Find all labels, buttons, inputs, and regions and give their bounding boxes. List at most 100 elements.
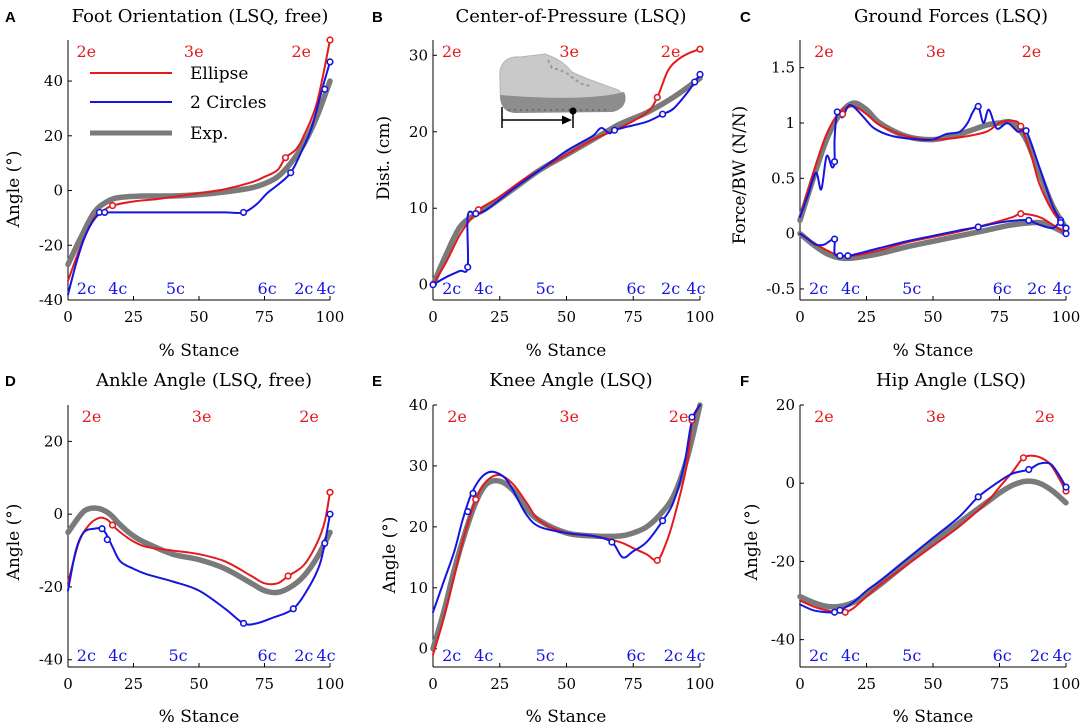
transition-marker bbox=[326, 58, 334, 66]
y-tick-label: 1.5 bbox=[771, 59, 795, 77]
transition-marker bbox=[469, 489, 477, 497]
panel-a: A Foot Orientation (LSQ, free) % Stance … bbox=[4, 6, 344, 361]
panel-f: F Hip Angle (LSQ) % Stance Angle (°) 0 25… bbox=[740, 370, 1080, 727]
y-tick-label: 0 bbox=[418, 276, 428, 294]
x-tick-label: 50 bbox=[923, 675, 942, 693]
phase-label-c: 5c bbox=[168, 646, 187, 665]
phase-label-c: 6c bbox=[258, 279, 277, 298]
transition-marker bbox=[464, 263, 472, 271]
transition-marker bbox=[281, 154, 290, 162]
x-tick-label: 75 bbox=[624, 675, 643, 693]
transition-marker bbox=[1017, 122, 1025, 130]
phase-label-e: 2e bbox=[447, 407, 467, 426]
x-tick-label: 25 bbox=[124, 675, 143, 693]
phase-label-c: 5c bbox=[536, 279, 555, 298]
y-tick-label: 30 bbox=[409, 457, 428, 475]
series-line-exp bbox=[797, 100, 1069, 231]
transition-marker bbox=[830, 158, 839, 166]
series-line-exp bbox=[65, 78, 333, 268]
x-tick-label: 100 bbox=[316, 308, 345, 326]
phase-label-c: 4c bbox=[841, 646, 860, 665]
series-line-ellipse bbox=[67, 491, 331, 586]
series-line-2-circles bbox=[67, 513, 331, 626]
x-tick-label: 50 bbox=[557, 675, 576, 693]
panel-letter: F bbox=[740, 373, 749, 390]
transition-marker bbox=[653, 556, 661, 564]
cop-arrow-head bbox=[562, 115, 572, 125]
x-axis-label: % Stance bbox=[159, 341, 240, 361]
series-line-ellipse bbox=[432, 48, 701, 286]
y-tick-label: 20 bbox=[44, 432, 63, 450]
transition-marker bbox=[101, 208, 109, 217]
phase-label-c: 2c bbox=[661, 279, 680, 298]
y-tick-label: 10 bbox=[409, 579, 428, 597]
x-axis-label: % Stance bbox=[893, 707, 974, 727]
phase-label-c: 6c bbox=[258, 646, 277, 665]
series-line-2-circles bbox=[432, 404, 701, 614]
shoe-laces bbox=[547, 59, 591, 87]
phase-label-c: 2c bbox=[442, 279, 461, 298]
shoe-sole bbox=[500, 92, 626, 113]
transition-marker bbox=[833, 108, 841, 116]
y-tick-label: 1 bbox=[785, 114, 795, 132]
transition-marker bbox=[1025, 465, 1033, 474]
x-tick-label: 0 bbox=[63, 308, 73, 326]
phase-label-c: 2c bbox=[809, 646, 828, 665]
series-line-exp bbox=[65, 505, 333, 596]
x-tick-label: 0 bbox=[795, 308, 805, 326]
phase-label-c: 2c bbox=[809, 279, 828, 298]
x-tick-label: 50 bbox=[923, 308, 942, 326]
y-tick-label: -20 bbox=[39, 578, 63, 596]
y-tick-label: -0.5 bbox=[766, 280, 795, 298]
phase-label-c: 4c bbox=[841, 279, 860, 298]
x-tick-label: 100 bbox=[686, 308, 715, 326]
series-line-2-circles bbox=[799, 461, 1067, 614]
transition-marker bbox=[108, 521, 117, 529]
y-tick-label: 40 bbox=[44, 72, 63, 90]
y-axis-label: Force/BW (N/N) bbox=[730, 106, 750, 245]
y-tick-label: 0 bbox=[785, 474, 795, 492]
series-line-2-circles bbox=[67, 60, 331, 296]
transition-marker bbox=[284, 572, 292, 580]
transition-marker bbox=[844, 252, 852, 260]
transition-marker bbox=[326, 36, 334, 44]
x-tick-label: 50 bbox=[557, 308, 576, 326]
x-tick-label: 100 bbox=[1052, 675, 1081, 693]
phase-label-e: 2e bbox=[1022, 42, 1042, 61]
phase-label-c: 4c bbox=[108, 279, 127, 298]
cop-point bbox=[569, 107, 577, 115]
transition-marker bbox=[836, 606, 844, 614]
phase-label-c: 4c bbox=[474, 646, 493, 665]
transition-marker bbox=[659, 110, 667, 118]
legend-label-ellipse: Ellipse bbox=[190, 64, 248, 84]
panel-b: B Center-of-Pressure (LSQ) % Stance Dist… bbox=[372, 6, 714, 361]
panel-title: Ankle Angle (LSQ, free) bbox=[95, 370, 312, 391]
y-tick-label: -40 bbox=[39, 291, 63, 309]
transition-marker bbox=[1062, 483, 1070, 491]
phase-label-c: 2c bbox=[294, 646, 313, 665]
transition-marker bbox=[974, 102, 982, 110]
x-tick-label: 25 bbox=[490, 675, 509, 693]
transition-marker bbox=[688, 413, 696, 421]
panel-letter: B bbox=[372, 9, 383, 26]
phase-label-e: 3e bbox=[559, 42, 579, 61]
phase-label-e: 2e bbox=[291, 42, 311, 61]
x-tick-label: 100 bbox=[1052, 308, 1081, 326]
phase-label-c: 2c bbox=[294, 279, 313, 298]
phase-label-c: 6c bbox=[993, 279, 1012, 298]
y-tick-label: 0 bbox=[53, 505, 63, 523]
transition-marker bbox=[326, 488, 334, 496]
y-tick-label: 10 bbox=[409, 199, 428, 217]
y-axis-label: Angle (°) bbox=[4, 151, 24, 229]
phase-label-e: 2e bbox=[77, 42, 97, 61]
phase-label-e: 2e bbox=[82, 407, 102, 426]
transition-marker bbox=[1025, 216, 1033, 224]
transition-marker bbox=[98, 525, 106, 533]
plot-area: 0 25 50 75 100 0 10 20 30 2e 3e 2e 2c 4c 5c 6c 2c 4c bbox=[409, 40, 714, 326]
x-axis-label: % Stance bbox=[893, 341, 974, 361]
x-tick-label: 50 bbox=[189, 308, 208, 326]
transition-marker bbox=[691, 78, 699, 86]
